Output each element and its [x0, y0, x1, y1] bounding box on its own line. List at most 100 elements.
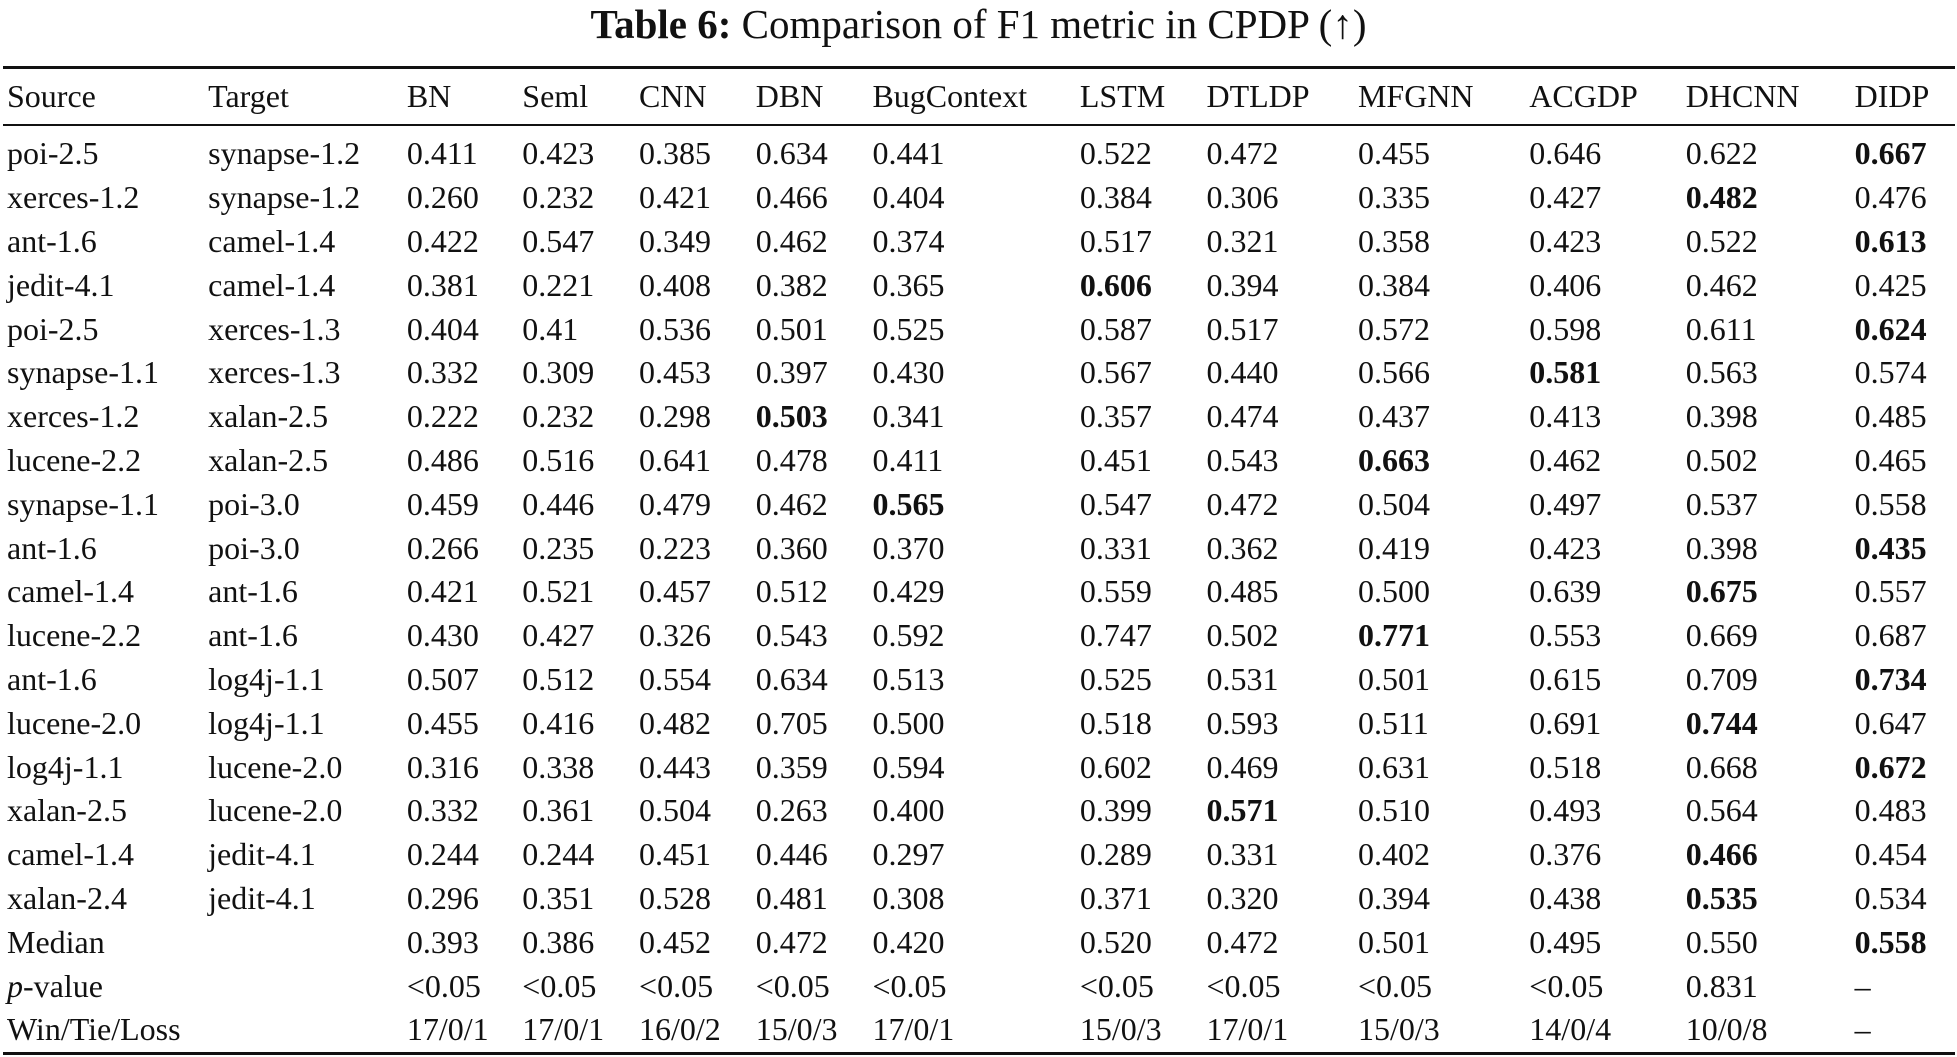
table-cell: poi-3.0 — [208, 529, 300, 566]
table-cell: 0.691 — [1529, 704, 1602, 741]
table-cell: 15/0/3 — [751, 1007, 869, 1055]
caption-label: Table 6: — [590, 1, 732, 47]
row-label: synapse-1.1 — [7, 485, 159, 522]
table-cell: xalan-2.5 — [208, 441, 329, 478]
f1-comparison-table: Source Target BN Seml CNN DBN BugContext LSTM DT… — [3, 66, 1955, 1055]
row-label: xerces-1.2 — [7, 179, 140, 216]
table-row: Win/Tie/Loss 17/0/1 17/0/1 16/0/2 15/0/3 17/0… — [3, 1007, 1955, 1055]
table-cell: 0.598 — [1529, 310, 1602, 347]
table-cell: 0.513 — [872, 660, 945, 697]
table-row: ant-1.6 log4j-1.1 0.507 0.512 0.554 0.634 0.51… — [3, 658, 1955, 702]
table-cell: 0.474 — [1206, 398, 1279, 435]
table-cell: 0.358 — [1357, 222, 1430, 259]
table-cell: 15/0/3 — [1353, 1007, 1526, 1055]
row-label: ant-1.6 — [7, 529, 97, 566]
row-label: poi-2.5 — [7, 310, 99, 347]
table-cell: <0.05 — [522, 967, 597, 1004]
table-cell: 0.420 — [872, 923, 945, 960]
table-row: poi-2.5 synapse-1.2 0.411 0.423 0.385 0.634 0.… — [3, 125, 1955, 176]
table-cell: 0.381 — [406, 266, 479, 303]
table-cell: 0.554 — [639, 660, 712, 697]
table-cell: 10/0/8 — [1681, 1007, 1851, 1055]
table-cell: 0.404 — [872, 179, 945, 216]
table-cell: 0.615 — [1529, 660, 1602, 697]
table-cell: 0.476 — [1854, 179, 1927, 216]
table-cell: 0.501 — [1357, 660, 1430, 697]
table-cell: 0.466 — [755, 179, 828, 216]
table-cell: 0.537 — [1685, 485, 1758, 522]
table-cell: 0.493 — [1529, 792, 1602, 829]
table-cell: 17/0/1 — [402, 1007, 519, 1055]
table-cell: 0.332 — [406, 792, 479, 829]
table-cell: log4j-1.1 — [208, 660, 325, 697]
table-cell — [204, 1007, 403, 1055]
table-cell: 0.440 — [1206, 354, 1279, 391]
table-cell: 0.332 — [406, 354, 479, 391]
table-cell: 0.309 — [522, 354, 595, 391]
row-label: lucene-2.0 — [7, 704, 142, 741]
table-cell: 0.349 — [639, 222, 712, 259]
table-row: poi-2.5 xerces-1.3 0.404 0.41 0.536 0.501 0.52… — [3, 307, 1955, 351]
table-cell: 0.517 — [1206, 310, 1279, 347]
table-cell — [204, 920, 403, 964]
table-cell: 0.624 — [1854, 310, 1927, 347]
table-cell: 0.446 — [522, 485, 595, 522]
table-cell: 0.518 — [1079, 704, 1152, 741]
table-cell: 0.465 — [1854, 441, 1927, 478]
column-header-dtldp: DTLDP — [1202, 66, 1354, 126]
table-cell: 0.430 — [872, 354, 945, 391]
row-label: xalan-2.4 — [7, 879, 127, 916]
table-cell: 0.587 — [1079, 310, 1152, 347]
table-cell: 0.522 — [1685, 222, 1758, 259]
table-cell: 0.631 — [1357, 748, 1430, 785]
table-cell: 17/0/1 — [1202, 1007, 1354, 1055]
table-cell: 0.423 — [1529, 222, 1602, 259]
table-cell: 0.393 — [406, 923, 479, 960]
table-cell: 0.507 — [406, 660, 479, 697]
table-cell: 0.534 — [1854, 879, 1927, 916]
table-cell: 0.357 — [1079, 398, 1152, 435]
table-cell: 16/0/2 — [635, 1007, 752, 1055]
table-cell: 0.362 — [1206, 529, 1279, 566]
table-cell: 0.430 — [406, 617, 479, 654]
table-cell: 0.543 — [755, 617, 828, 654]
table-cell: 0.457 — [639, 573, 712, 610]
table-cell: 0.522 — [1079, 135, 1152, 172]
table-header: Source Target BN Seml CNN DBN BugContext LSTM DT… — [3, 66, 1955, 126]
column-header-bn: BN — [402, 66, 519, 126]
table-cell: 0.394 — [1206, 266, 1279, 303]
table-cell: 0.411 — [872, 441, 944, 478]
table-cell: 0.462 — [755, 485, 828, 522]
table-cell: 0.565 — [872, 485, 945, 522]
table-cell: 0.384 — [1357, 266, 1430, 303]
table-cell: 0.641 — [639, 441, 712, 478]
table-cell: <0.05 — [406, 967, 481, 1004]
table-cell: 0.512 — [755, 573, 828, 610]
table-cell: 0.384 — [1079, 179, 1152, 216]
table-cell: 0.518 — [1529, 748, 1602, 785]
table-row: xalan-2.4 jedit-4.1 0.296 0.351 0.528 0.481 0.… — [3, 877, 1955, 921]
table-cell: 0.400 — [872, 792, 945, 829]
table-cell: 0.462 — [755, 222, 828, 259]
table-cell: 0.547 — [522, 222, 595, 259]
table-cell: 0.321 — [1206, 222, 1279, 259]
table-row: xerces-1.2 synapse-1.2 0.260 0.232 0.421 0.46… — [3, 176, 1955, 220]
table-cell: 0.232 — [522, 398, 595, 435]
table-cell: 0.263 — [755, 792, 828, 829]
row-label: Win/Tie/Loss — [3, 1007, 205, 1055]
table-cell: camel-1.4 — [208, 266, 336, 303]
table-cell: 0.500 — [872, 704, 945, 741]
table-cell: 0.512 — [522, 660, 595, 697]
table-cell: 0.525 — [1079, 660, 1152, 697]
table-cell: 0.394 — [1357, 879, 1430, 916]
table-cell: 0.308 — [872, 879, 945, 916]
column-header-target: Target — [204, 66, 403, 126]
table-cell: 0.399 — [1079, 792, 1152, 829]
table-row: Median 0.393 0.386 0.452 0.472 0.420 0.520 0.47… — [3, 920, 1955, 964]
table-cell: 14/0/4 — [1525, 1007, 1682, 1055]
table-cell: 0.734 — [1854, 660, 1927, 697]
table-cell: – — [1850, 1007, 1955, 1055]
table-cell: 0.536 — [639, 310, 712, 347]
table-cell: 0.411 — [406, 135, 478, 172]
